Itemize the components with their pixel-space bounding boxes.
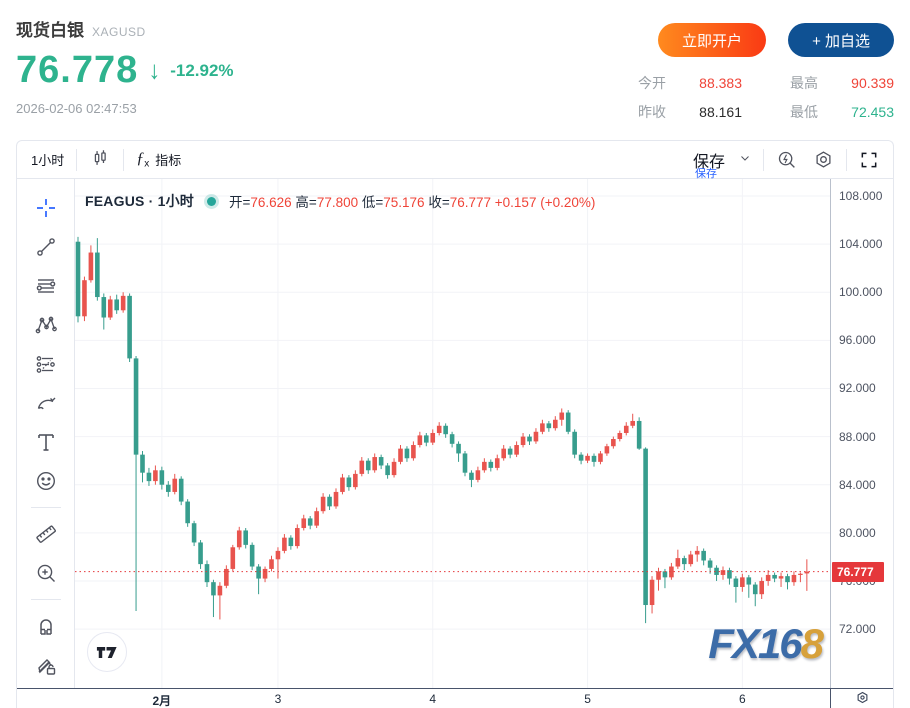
y-axis-label: 100.000 <box>839 285 883 300</box>
page-header: 现货白银 XAGUSD 76.778 ↓ -12.92% 2026-02-06 … <box>0 0 910 140</box>
price-down-arrow-icon: ↓ <box>148 55 161 85</box>
stat-label: 最低 <box>790 104 818 120</box>
chart-widget: 1小时 ƒx 指标 保存 保存 <box>16 140 894 708</box>
y-axis-label: 72.000 <box>839 622 876 637</box>
xabcd-pattern-icon[interactable] <box>29 309 63 341</box>
toolbar-divider <box>76 148 78 171</box>
x-axis-label: 2月 <box>152 694 172 708</box>
time-axis[interactable]: 2月 3 4 5 6 <box>17 688 893 708</box>
drawing-tools-sidebar <box>17 179 75 688</box>
toolbar-divider <box>123 148 125 171</box>
last-price-tag: 76.777 <box>832 561 884 582</box>
y-axis-label: 92.000 <box>839 381 876 396</box>
stat-item: 最高 90.339 <box>790 73 894 93</box>
save-label: 保存 <box>692 153 725 171</box>
indicators-label: 指标 <box>155 153 182 168</box>
y-axis-label: 80.000 <box>839 525 876 540</box>
fx-icon: ƒx <box>136 149 150 170</box>
chart-grid <box>75 179 830 688</box>
toolbar-divider <box>846 148 847 171</box>
tradingview-logo[interactable] <box>87 632 127 672</box>
candlestick-series[interactable] <box>75 236 810 624</box>
x-axis-label: 3 <box>274 692 282 706</box>
magnet-icon[interactable] <box>29 610 63 642</box>
x-axis-label: 5 <box>584 692 591 706</box>
legend-ohlc: 开=76.626 高=77.800 低=75.176 收=76.777 +0.1… <box>228 195 596 210</box>
crosshair-icon[interactable] <box>29 192 63 224</box>
instrument-title: 现货白银 <box>16 21 84 40</box>
stat-item: 最低 72.453 <box>790 102 894 122</box>
stat-value: 72.453 <box>851 104 894 120</box>
candlestick-style-icon <box>89 147 111 172</box>
save-button[interactable]: 保存 保存 <box>692 148 751 180</box>
x-axis-label: 6 <box>739 692 746 706</box>
quote-stats: 今开 88.383 最高 90.339 昨收 88.161 最低 72.453 <box>638 73 894 122</box>
last-price: 76.778 <box>16 49 139 91</box>
axis-settings-gear-icon[interactable] <box>855 690 870 708</box>
y-axis-label: 88.000 <box>839 429 876 444</box>
chevron-down-icon[interactable] <box>739 151 751 169</box>
candlestick-chart[interactable] <box>75 179 830 688</box>
save-tooltip: 保存 <box>694 167 717 180</box>
quick-search-icon[interactable] <box>776 149 797 170</box>
y-axis-label: 84.000 <box>839 477 876 492</box>
forecast-icon[interactable] <box>29 348 63 380</box>
price-axis[interactable]: 76.777 108.000 104.000 100.000 96.000 92.000… <box>830 179 893 688</box>
ruler-icon[interactable] <box>29 518 63 550</box>
fib-retracement-icon[interactable] <box>29 270 63 302</box>
change-percent: -12.92% <box>170 60 234 80</box>
stat-value: 88.161 <box>699 104 742 120</box>
stat-label: 今开 <box>638 75 666 91</box>
y-axis-label: 108.000 <box>839 189 883 203</box>
emoji-icon[interactable] <box>29 465 63 497</box>
stat-item: 今开 88.383 <box>638 73 742 93</box>
interval-button[interactable]: 1小时 <box>31 150 64 169</box>
interval-label: 1小时 <box>31 153 65 168</box>
arc-brush-icon[interactable] <box>29 387 63 419</box>
zoom-in-icon[interactable] <box>29 557 63 589</box>
chart-canvas[interactable]: FEAGUS · 1小时 开=76.626 高=77.800 低=75.176 … <box>75 179 830 688</box>
sidebar-divider <box>30 599 61 601</box>
stat-value: 90.339 <box>851 75 894 91</box>
chart-style-button[interactable] <box>89 147 111 172</box>
fullscreen-icon[interactable] <box>859 150 879 170</box>
quote-timestamp: 2026-02-06 02:47:53 <box>16 101 137 116</box>
text-tool-icon[interactable] <box>29 426 63 458</box>
instrument-code: XAGUSD <box>92 25 146 39</box>
stat-item: 昨收 88.161 <box>638 102 742 122</box>
stat-label: 最高 <box>790 75 818 91</box>
add-watchlist-button[interactable]: + 加自选 <box>788 23 894 57</box>
fx168-watermark: FX168 <box>708 620 824 667</box>
legend-series-name: FEAGUS · 1小时 <box>85 193 194 209</box>
stat-label: 昨收 <box>638 104 666 120</box>
y-axis-label: 96.000 <box>839 333 876 348</box>
axis-corner <box>830 689 893 708</box>
open-account-button[interactable]: 立即开户 <box>658 23 767 57</box>
y-axis-label: 104.000 <box>839 237 883 252</box>
chart-legend: FEAGUS · 1小时 开=76.626 高=77.800 低=75.176 … <box>85 191 595 211</box>
x-axis-label: 4 <box>429 692 437 706</box>
indicators-button[interactable]: ƒx 指标 <box>136 150 181 170</box>
settings-gear-icon[interactable] <box>813 149 834 170</box>
chart-toolbar: 1小时 ƒx 指标 保存 保存 <box>17 141 893 180</box>
market-status-dot <box>206 196 216 206</box>
trend-line-icon[interactable] <box>29 231 63 263</box>
toolbar-divider <box>763 148 764 171</box>
sidebar-divider <box>30 507 61 509</box>
drawing-lock-icon[interactable] <box>29 649 63 681</box>
stat-value: 88.383 <box>699 75 742 91</box>
